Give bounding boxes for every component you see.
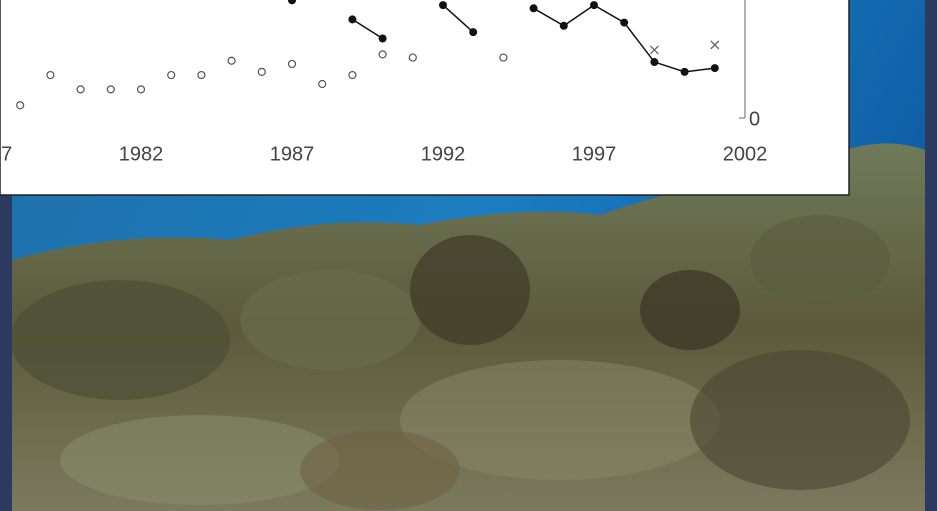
x-tick-label: 1992 xyxy=(421,143,466,165)
point xyxy=(530,4,538,12)
point xyxy=(319,80,326,87)
x-tick-label: 1987 xyxy=(270,143,315,165)
point xyxy=(439,1,447,9)
point xyxy=(469,28,477,36)
point xyxy=(620,19,628,27)
point xyxy=(138,86,145,93)
y-tick-label: 0 xyxy=(749,108,760,130)
point xyxy=(17,102,24,109)
point xyxy=(650,58,658,66)
point xyxy=(198,72,205,79)
point xyxy=(711,64,719,72)
x-tick-label: 1982 xyxy=(119,143,164,165)
point xyxy=(47,72,54,79)
point xyxy=(560,22,568,30)
point xyxy=(168,72,175,79)
point xyxy=(228,57,235,64)
point xyxy=(349,72,356,79)
point xyxy=(289,60,296,67)
slide: 0 1977 1982 1987 1992 1997 2002 xyxy=(0,0,937,511)
point xyxy=(107,86,114,93)
point xyxy=(409,54,416,61)
point xyxy=(379,35,387,43)
point xyxy=(258,68,265,75)
point xyxy=(500,54,507,61)
chart-inset: 0 1977 1982 1987 1992 1997 2002 xyxy=(0,0,849,195)
point xyxy=(379,51,386,58)
point xyxy=(681,68,689,76)
point xyxy=(348,15,356,23)
point xyxy=(77,86,84,93)
point xyxy=(590,1,598,9)
x-tick-label: 2002 xyxy=(723,143,768,165)
x-tick-label: 1977 xyxy=(0,143,12,165)
x-tick-label: 1997 xyxy=(572,143,617,165)
